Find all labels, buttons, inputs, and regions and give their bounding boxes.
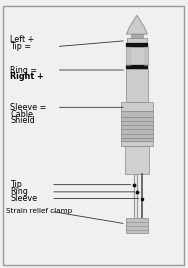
FancyBboxPatch shape [121,141,153,146]
Text: Sleeve =: Sleeve = [10,103,46,112]
FancyBboxPatch shape [121,111,153,141]
FancyBboxPatch shape [125,146,149,174]
FancyBboxPatch shape [126,65,148,69]
Text: Sleeve: Sleeve [10,194,37,203]
FancyBboxPatch shape [127,38,147,43]
Text: Cable: Cable [10,110,33,119]
FancyBboxPatch shape [126,218,148,233]
Text: Left +: Left + [10,35,34,44]
FancyBboxPatch shape [126,43,148,47]
FancyBboxPatch shape [131,34,143,38]
Text: Ring: Ring [10,187,28,196]
FancyBboxPatch shape [126,47,148,65]
Text: Tip =: Tip = [10,42,31,51]
Text: Ring =: Ring = [10,65,37,75]
Text: Shield: Shield [10,116,35,125]
Polygon shape [127,15,147,34]
Text: Tip: Tip [10,180,22,189]
Text: Right +: Right + [10,72,44,81]
FancyBboxPatch shape [126,69,148,102]
FancyBboxPatch shape [121,102,153,111]
Text: Strain relief clamp: Strain relief clamp [6,208,73,214]
